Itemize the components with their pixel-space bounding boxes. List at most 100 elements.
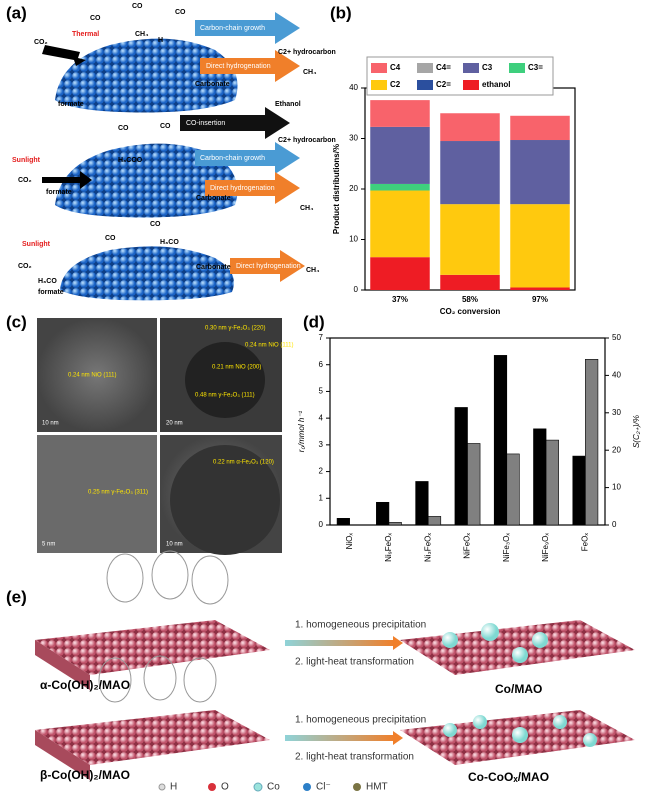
tem-images: 0.24 nm NiO (111) 10 nm 0.30 nm γ-Fe₂O₃ … <box>37 318 293 555</box>
label: CH₄ <box>303 69 316 76</box>
tem-label: 0.21 nm NiO (200) <box>212 365 261 371</box>
label: Carbonate <box>196 264 231 271</box>
label: H₃COO <box>118 157 143 164</box>
label: formate <box>38 289 64 296</box>
label: CO <box>118 125 129 132</box>
legend-swatch <box>303 783 311 791</box>
y-tick-label: 6 <box>319 360 324 369</box>
tem-image <box>37 435 157 553</box>
scheme-a: CO CO CO CO₂ Thermal CH₄ H Carbonate for… <box>12 3 336 301</box>
label: C2+ hydrocarbon <box>278 137 336 144</box>
label: H₃CO <box>38 278 57 285</box>
label: CH₄ <box>135 31 148 38</box>
bar <box>506 453 520 526</box>
y-tick-label: 0 <box>319 520 324 529</box>
sample-label: α-Co(OH)₂/MAO <box>40 678 130 692</box>
tem-label: 0.24 nm NiO (111) <box>68 373 116 379</box>
tem-label: 0.22 nm α-Fe₂O₃ (120) <box>213 460 274 466</box>
label: formate <box>58 101 84 108</box>
arrow <box>200 50 300 82</box>
particle <box>185 342 265 418</box>
arrow <box>230 250 305 282</box>
catalyst-particle <box>60 246 234 301</box>
bar <box>545 439 559 526</box>
bar <box>388 522 402 526</box>
bar <box>585 359 599 526</box>
bar-segment <box>440 113 500 142</box>
label: H₃CO <box>160 239 179 246</box>
label: Ethanol <box>275 101 301 108</box>
panel-label: (a) <box>6 3 27 22</box>
substrate <box>35 730 90 780</box>
bar <box>467 443 481 526</box>
label: CO₂ <box>34 39 48 46</box>
bar <box>533 428 547 526</box>
label: CO <box>90 15 101 22</box>
legend-label: C3= <box>528 63 543 72</box>
step-label: 1. homogeneous precipitation <box>295 715 426 726</box>
sample-label: Co/MAO <box>495 682 542 696</box>
y-tick-label: 40 <box>349 83 358 92</box>
scale-label: 10 nm <box>42 421 59 427</box>
catalyst-particle <box>55 38 238 113</box>
bar-segment <box>510 140 570 205</box>
bar-segment <box>440 141 500 205</box>
tem-label: 0.48 nm γ-Fe₂O₃ (111) <box>195 393 255 399</box>
label: Sunlight <box>22 241 51 248</box>
scale-label: 5 nm <box>42 542 55 548</box>
label: CH₄ <box>306 267 319 274</box>
arrow <box>42 171 92 189</box>
x-tick-label: FeOₓ <box>580 533 589 552</box>
step-label: 1. homogeneous precipitation <box>295 620 426 631</box>
bar-segment <box>510 204 570 288</box>
label: Thermal <box>72 31 99 38</box>
x-tick-label: NiOₓ <box>345 533 354 550</box>
bar-segment <box>370 257 430 290</box>
step-label: 2. light-heat transformation <box>295 752 414 763</box>
legend-swatch <box>208 783 216 791</box>
bar-segment <box>370 183 430 191</box>
arrow <box>393 636 403 650</box>
x-tick-label: 97% <box>532 295 548 304</box>
label: Carbon-chain growth <box>200 155 265 162</box>
panel-label: (b) <box>330 3 352 22</box>
label: CO₂ <box>18 263 32 270</box>
bar-segment <box>440 274 500 290</box>
x-tick-label: Ni₉FeOₓ <box>384 533 393 562</box>
label: Carbon-chain growth <box>200 25 265 32</box>
scheme-e: 1. homogeneous precipitation 2. light-he… <box>35 550 635 793</box>
legend-label: O <box>221 782 229 793</box>
y2-tick-label: 10 <box>612 483 621 492</box>
legend-label: Cl⁻ <box>316 782 331 793</box>
step-label: 2. light-heat transformation <box>295 657 414 668</box>
arrow <box>195 12 300 44</box>
legend-swatch <box>417 80 433 90</box>
arrow <box>195 142 300 174</box>
x-tick-label: 37% <box>392 295 408 304</box>
label: CO <box>132 3 143 10</box>
arrow <box>285 640 395 646</box>
legend-swatch <box>371 80 387 90</box>
bar <box>454 407 468 526</box>
y-tick-label: 10 <box>349 235 358 244</box>
legend-label: C2= <box>436 80 451 89</box>
legend-label: C3 <box>482 63 493 72</box>
x-tick-label: NiFe₉Oₓ <box>541 533 550 562</box>
legend-label: ethanol <box>482 80 510 89</box>
bar-segment <box>370 190 430 258</box>
x-tick-label: NiFe₃Oₓ <box>502 533 511 562</box>
sample-label: β-Co(OH)₂/MAO <box>40 768 130 782</box>
y2-axis-label: S(C₂₊)/% <box>632 415 641 448</box>
y2-tick-label: 0 <box>612 520 617 529</box>
bar-segment <box>510 115 570 141</box>
label: CH₄ <box>300 205 313 212</box>
substrate <box>35 710 270 765</box>
bar-segment <box>510 287 570 290</box>
legend-swatch <box>417 63 433 73</box>
legend-swatch <box>509 63 525 73</box>
y2-tick-label: 50 <box>612 333 621 342</box>
y2-tick-label: 20 <box>612 445 621 454</box>
legend-label: C2 <box>390 80 401 89</box>
x-tick-label: 58% <box>462 295 478 304</box>
arrow <box>42 45 86 66</box>
